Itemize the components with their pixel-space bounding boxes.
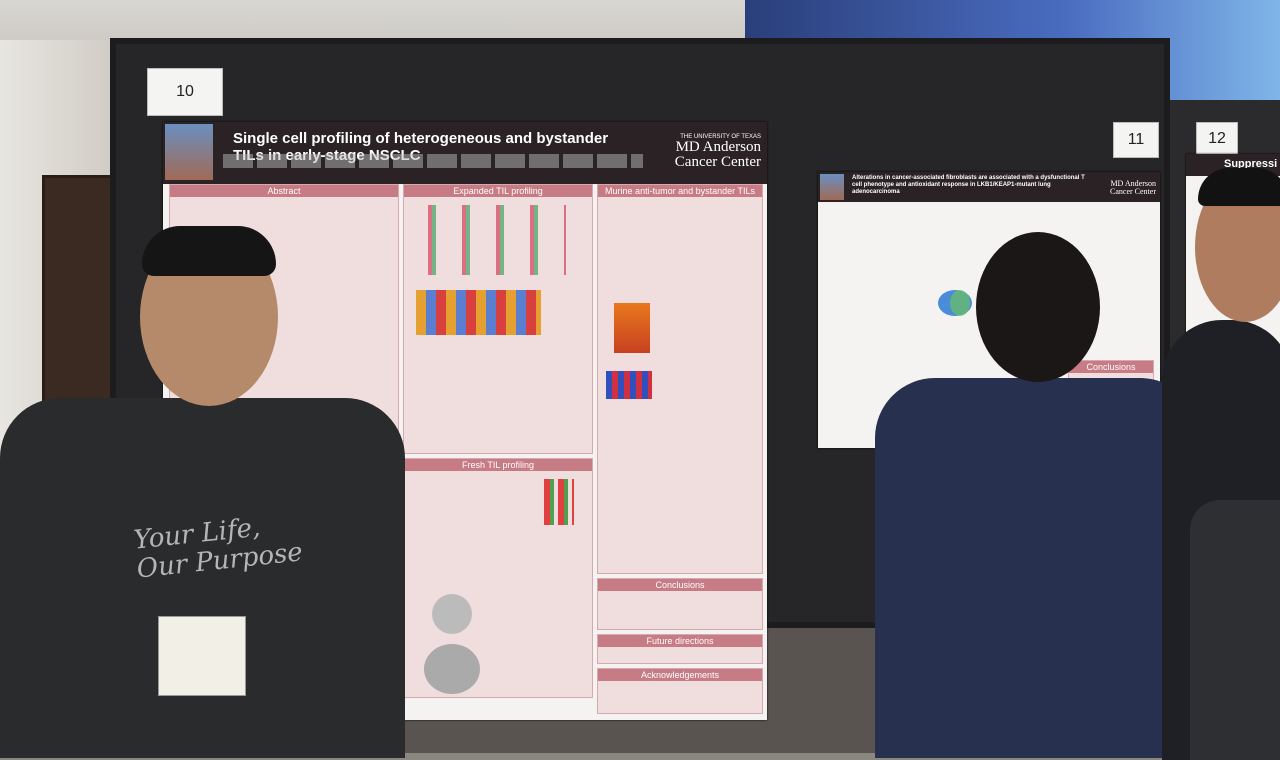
- institution: MD Anderson Cancer Center: [1110, 180, 1156, 196]
- photo-thumb: [165, 124, 213, 180]
- section-title: Acknowledgements: [598, 669, 762, 681]
- poster-title: Suppressi: [1224, 158, 1278, 170]
- head: [976, 232, 1100, 382]
- section: Acknowledgements: [597, 668, 763, 714]
- board-number: 11: [1113, 122, 1159, 158]
- institution-line: Cancer Center: [1110, 187, 1156, 196]
- door: [42, 175, 116, 421]
- venn: [950, 290, 970, 316]
- poster-header: Single cell profiling of heterogeneous a…: [163, 122, 767, 184]
- section-title: Expanded TIL profiling: [404, 185, 592, 197]
- section: Fresh TIL profiling: [403, 458, 593, 698]
- section-title: Conclusions: [598, 579, 762, 591]
- shirt-print: Your Life, Our Purpose: [132, 509, 304, 585]
- section-title: Abstract: [170, 185, 398, 197]
- authors: [223, 154, 643, 168]
- heatmap: [416, 290, 541, 335]
- person-left: Your Life, Our Purpose: [0, 398, 405, 758]
- heatmap: [606, 371, 652, 399]
- poster-header: Alterations in cancer-associated fibrobl…: [818, 172, 1160, 202]
- section-title: Fresh TIL profiling: [404, 459, 592, 471]
- name-badge: [158, 616, 246, 696]
- section: Conclusions: [597, 578, 763, 630]
- section-title: Future directions: [598, 635, 762, 647]
- section: Expanded TIL profiling: [403, 184, 593, 454]
- photo-thumb: [820, 174, 844, 200]
- hair: [142, 226, 276, 276]
- board-number: 10: [147, 68, 223, 116]
- histograms: [416, 205, 566, 275]
- institution-line: MD Anderson: [1110, 179, 1156, 188]
- circle-plot: [432, 594, 472, 634]
- section: Future directions: [597, 634, 763, 664]
- backpack: [1190, 500, 1280, 760]
- hair: [1198, 168, 1280, 206]
- poster-title: Alterations in cancer-associated fibrobl…: [852, 175, 1085, 196]
- section: Murine anti-tumor and bystander TILs: [597, 184, 763, 574]
- institution-line: Cancer Center: [674, 154, 761, 170]
- institution: THE UNIVERSITY OF TEXAS MD Anderson Canc…: [675, 134, 761, 170]
- circle-plot: [424, 644, 480, 694]
- board-number: 12: [1196, 122, 1238, 156]
- section-title: Conclusions: [1069, 361, 1153, 373]
- institution-line: MD Anderson: [675, 139, 761, 155]
- person-middle: [875, 378, 1200, 758]
- heatmap: [614, 303, 650, 353]
- institution-line: THE UNIVERSITY OF TEXAS: [680, 134, 761, 140]
- section-title: Murine anti-tumor and bystander TILs: [598, 185, 762, 197]
- bars: [544, 479, 574, 525]
